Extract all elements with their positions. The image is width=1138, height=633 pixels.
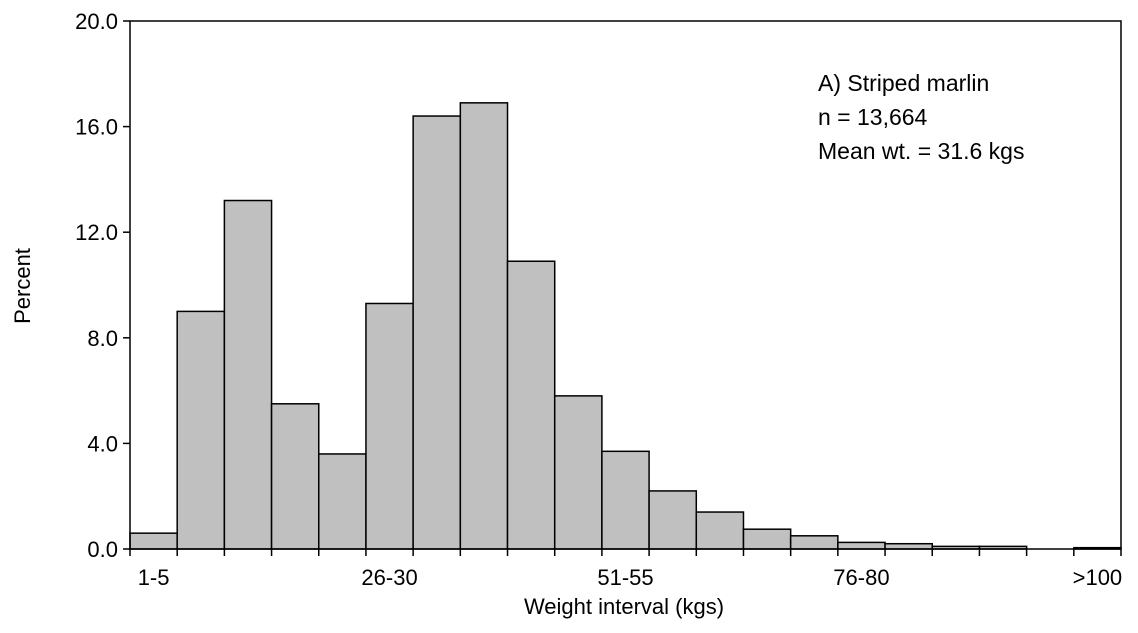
bar-0: [129, 532, 178, 550]
x-tick-label-1: 26-30: [361, 565, 417, 590]
x-ticks-group: 1-5 26-30 51-55 76-80 >100: [129, 549, 1123, 590]
bar-10: [601, 450, 650, 550]
annotation-line-species: A) Striped marlin: [818, 70, 989, 96]
y-tick-label-4: 16.0: [75, 115, 118, 140]
annotation-line-count: n = 13,664: [818, 104, 928, 130]
bar-3: [270, 403, 320, 550]
plot-frame: [129, 20, 1122, 550]
y-tick-label-1: 4.0: [87, 431, 118, 456]
x-tick-label-0: 1-5: [138, 565, 170, 590]
bar-15: [837, 541, 886, 550]
y-axis-title: Percent: [10, 248, 35, 324]
axes-group: [129, 20, 1122, 550]
y-tick-label-0: 0.0: [87, 537, 118, 562]
bar-13: [742, 528, 792, 550]
bar-7: [459, 102, 509, 550]
bars-group: [129, 102, 1122, 550]
bar-2: [223, 199, 273, 550]
bar-8: [506, 260, 556, 550]
bar-5: [365, 302, 414, 550]
annotation: A) Striped marlin n = 13,664 Mean wt. = …: [818, 70, 1024, 164]
y-tick-label-2: 8.0: [87, 326, 118, 351]
x-tick-label-3: 76-80: [833, 565, 889, 590]
x-tick-label-4: >100: [1073, 565, 1123, 590]
bar-1: [176, 310, 226, 550]
bar-14: [789, 535, 839, 550]
y-tick-label-5: 20.0: [75, 9, 118, 34]
bar-6: [412, 115, 462, 550]
x-axis-title: Weight interval (kgs): [524, 594, 724, 619]
annotation-line-mean: Mean wt. = 31.6 kgs: [818, 138, 1024, 164]
y-tick-label-3: 12.0: [75, 220, 118, 245]
bar-9: [553, 395, 603, 550]
bar-4: [318, 453, 367, 550]
bar-12: [695, 511, 745, 550]
bar-16: [884, 542, 933, 550]
y-ticks-group: 0.0 4.0 8.0 12.0 16.0 20.0: [75, 9, 130, 562]
bar-11: [648, 490, 698, 550]
x-tick-label-2: 51-55: [597, 565, 653, 590]
